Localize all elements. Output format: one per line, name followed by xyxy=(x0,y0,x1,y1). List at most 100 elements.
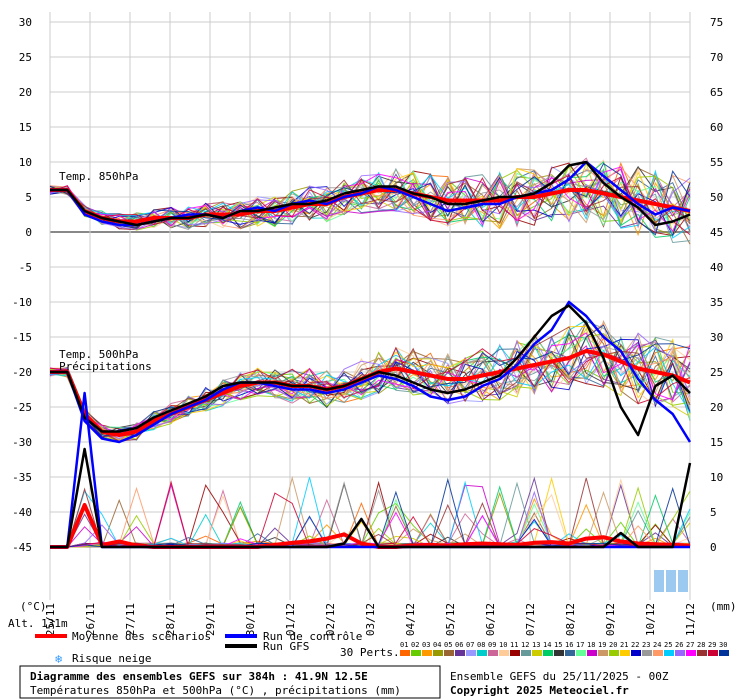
right-tick-label: 55 xyxy=(710,156,723,169)
right-unit-label: (mm) xyxy=(710,600,737,613)
pert-id-label: 11 xyxy=(510,641,518,649)
left-tick-label: 30 xyxy=(19,16,32,29)
pert-color-swatch xyxy=(675,650,685,656)
pert-line xyxy=(49,324,691,437)
legend-mean-swatch xyxy=(35,634,67,638)
footer-title: Diagramme des ensembles GEFS sur 384h : … xyxy=(30,670,368,683)
pert-color-swatch xyxy=(433,650,443,656)
x-tick-label: 03/12 xyxy=(364,603,377,636)
snow-marker xyxy=(654,570,664,592)
right-tick-label: 5 xyxy=(710,506,717,519)
right-tick-label: 35 xyxy=(710,296,723,309)
right-tick-label: 15 xyxy=(710,436,723,449)
right-tick-label: 25 xyxy=(710,366,723,379)
x-tick-label: 27/11 xyxy=(124,603,137,636)
left-tick-label: 10 xyxy=(19,156,32,169)
x-tick-label: 04/12 xyxy=(404,603,417,636)
left-tick-label: -30 xyxy=(12,436,32,449)
legend-perts-label: 30 Perts. xyxy=(340,646,400,659)
pert-color-swatch xyxy=(422,650,432,656)
series-line-t500-4 xyxy=(50,300,692,444)
pert-id-label: 25 xyxy=(664,641,672,649)
snow-marker xyxy=(678,570,688,592)
pert-color-swatch xyxy=(565,650,575,656)
legend-control-swatch xyxy=(225,634,257,638)
x-axis: 25/11 26/11 27/11 28/11 29/11 30/11 01/12 02/12… xyxy=(44,603,697,636)
left-tick-label: 5 xyxy=(25,191,32,204)
pert-id-label: 09 xyxy=(488,641,496,649)
pert-id-label: 13 xyxy=(532,641,540,649)
left-tick-label: 15 xyxy=(19,121,32,134)
right-tick-label: 10 xyxy=(710,471,723,484)
pert-color-swatch xyxy=(609,650,619,656)
legend: Moyenne des scénarios Run de contrôle Ru… xyxy=(35,630,729,666)
altitude-label: Alt. 131m xyxy=(8,617,68,630)
x-tick-label: 07/12 xyxy=(524,603,537,636)
snow-risk-markers xyxy=(654,570,688,592)
x-tick-label: 05/12 xyxy=(444,603,457,636)
pert-color-swatch xyxy=(642,650,652,656)
pert-id-label: 05 xyxy=(444,641,452,649)
right-tick-label: 20 xyxy=(710,401,723,414)
pert-id-label: 23 xyxy=(642,641,650,649)
x-tick-label: 10/12 xyxy=(644,603,657,636)
left-tick-label: 20 xyxy=(19,86,32,99)
legend-snow-label: Risque neige xyxy=(72,652,151,665)
left-axis: 30 25 20 15 10 5 0 -5 -10 -15 -20 -25 -30 -35 -40 -45 xyxy=(12,16,32,554)
pert-id-label: 03 xyxy=(422,641,430,649)
pert-id-label: 04 xyxy=(433,641,441,649)
left-tick-label: -20 xyxy=(12,366,32,379)
pert-id-label: 24 xyxy=(653,641,661,649)
left-tick-label: 25 xyxy=(19,51,32,64)
left-tick-label: -15 xyxy=(12,331,32,344)
left-tick-label: -5 xyxy=(19,261,32,274)
footer-copyright: Copyright 2025 Meteociel.fr xyxy=(450,684,629,697)
label-t850: Temp. 850hPa xyxy=(59,170,138,183)
x-tick-label: 09/12 xyxy=(604,603,617,636)
pert-id-label: 14 xyxy=(543,641,551,649)
pert-color-swatch xyxy=(411,650,421,656)
footer-run: Ensemble GEFS du 25/11/2025 - 00Z xyxy=(450,670,669,683)
x-tick-label: 11/12 xyxy=(684,603,697,636)
right-tick-label: 60 xyxy=(710,121,723,134)
x-tick-label: 02/12 xyxy=(324,603,337,636)
pert-color-swatch xyxy=(664,650,674,656)
legend-mean-label: Moyenne des scénarios xyxy=(72,630,211,643)
pert-color-swatch xyxy=(620,650,630,656)
pert-color-swatch xyxy=(631,650,641,656)
x-tick-label: 30/11 xyxy=(244,603,257,636)
label-t500: Temp. 500hPa xyxy=(59,348,138,361)
series-line-t850-2 xyxy=(50,160,691,227)
x-tick-label: 06/12 xyxy=(484,603,497,636)
right-tick-label: 75 xyxy=(710,16,723,29)
right-tick-label: 50 xyxy=(710,191,723,204)
pert-color-swatch xyxy=(598,650,608,656)
label-precip: Précipitations xyxy=(59,360,152,373)
pert-color-swatch xyxy=(719,650,729,656)
pert-color-swatch xyxy=(521,650,531,656)
pert-color-swatch xyxy=(444,650,454,656)
pert-id-label: 12 xyxy=(521,641,529,649)
footer-subtitle: Températures 850hPa et 500hPa (°C) , pré… xyxy=(30,684,401,697)
pert-line xyxy=(49,332,691,440)
pert-id-label: 02 xyxy=(411,641,419,649)
series-line-precip-8 xyxy=(50,447,692,549)
pert-id-label: 26 xyxy=(675,641,683,649)
footer-box xyxy=(19,665,441,699)
pert-id-label: 16 xyxy=(565,641,573,649)
pert-color-swatch xyxy=(532,650,542,656)
pert-color-swatch xyxy=(477,650,487,656)
left-tick-label: -25 xyxy=(12,401,32,414)
pert-color-swatch xyxy=(488,650,498,656)
pert-color-swatch xyxy=(708,650,718,656)
right-tick-label: 45 xyxy=(710,226,723,239)
pert-color-swatch xyxy=(455,650,465,656)
pert-color-swatch xyxy=(466,650,476,656)
legend-control-label: Run de contrôle xyxy=(263,630,362,643)
left-tick-label: 0 xyxy=(25,226,32,239)
pert-id-label: 07 xyxy=(466,641,474,649)
pert-id-label: 19 xyxy=(598,641,606,649)
series-line-t500-5 xyxy=(50,304,691,437)
pert-id-label: 22 xyxy=(631,641,639,649)
